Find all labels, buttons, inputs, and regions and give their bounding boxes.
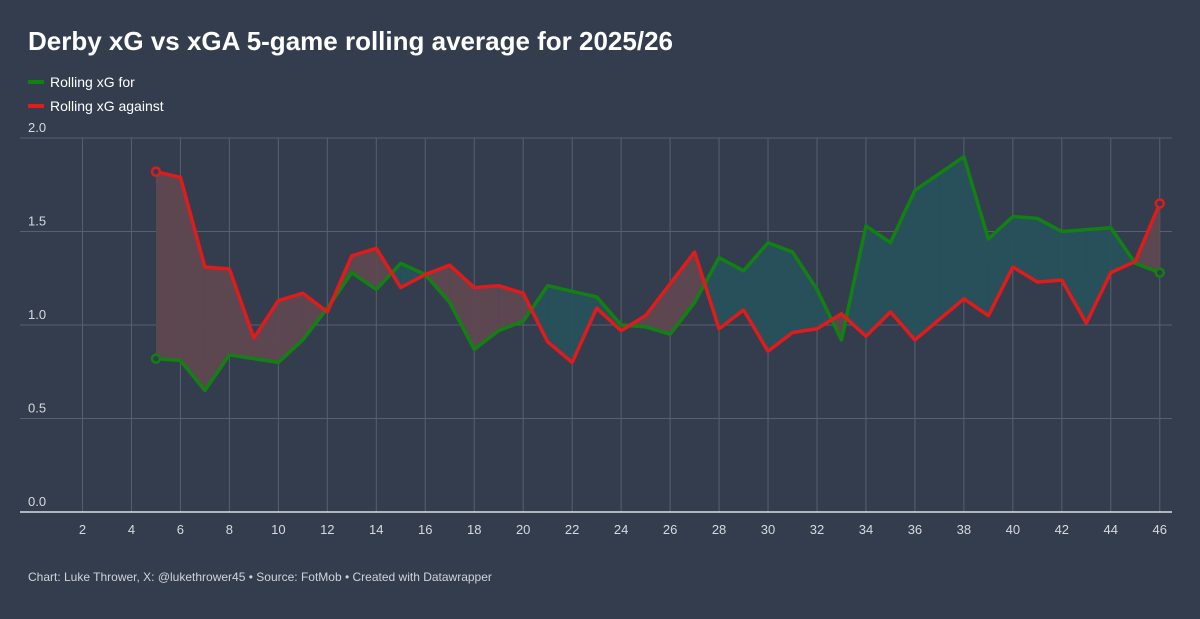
xg-for-endpoint-marker: [1154, 267, 1166, 278]
x-tick-label: 34: [859, 522, 873, 537]
x-tick-label: 22: [565, 522, 579, 537]
series-line-xg-for: [154, 154, 1162, 393]
x-tick-label: 10: [271, 522, 285, 537]
x-tick-label: 44: [1104, 522, 1118, 537]
x-tick-label: 42: [1055, 522, 1069, 537]
fill-between-area: [865, 225, 891, 337]
fill-between-area: [547, 285, 573, 363]
x-tick-label: 20: [516, 522, 530, 537]
x-tick-label: 40: [1006, 522, 1020, 537]
x-tick-label: 36: [908, 522, 922, 537]
legend-swatch-xg-against: [28, 104, 44, 108]
x-tick-label: 12: [320, 522, 334, 537]
x-tick-label: 28: [712, 522, 726, 537]
fill-between-area: [988, 216, 1013, 316]
fill-between-area: [704, 257, 720, 329]
fill-between-area: [1061, 229, 1087, 324]
y-tick-label: 0.5: [28, 401, 46, 416]
fill-between-area: [351, 248, 377, 290]
xg-against-endpoint-marker: [150, 166, 162, 177]
fill-between-area: [449, 265, 475, 350]
x-tick-label: 30: [761, 522, 775, 537]
x-tick-label: 18: [467, 522, 481, 537]
fill-between-area: [963, 156, 989, 316]
xg-against-endpoint-marker: [1154, 198, 1166, 209]
y-tick-label: 2.0: [28, 120, 46, 135]
y-tick-label: 1.0: [28, 307, 46, 322]
fill-between-area: [1037, 218, 1062, 282]
legend: Rolling xG for Rolling xG against: [28, 70, 164, 118]
fill-between-area: [890, 190, 915, 340]
legend-item-xg-against: Rolling xG against: [28, 94, 164, 118]
fill-between-area: [1012, 216, 1038, 282]
fill-between-area: [400, 263, 426, 288]
fill-between-area: [914, 173, 940, 340]
x-tick-label: 14: [369, 522, 383, 537]
fill-between-area: [719, 257, 744, 329]
y-tick-label: 0.0: [28, 494, 46, 509]
fill-between-area: [939, 156, 964, 320]
x-tick-label: 2: [79, 522, 86, 537]
x-tick-label: 16: [418, 522, 432, 537]
legend-swatch-xg-for: [28, 80, 44, 84]
fill-between-area: [376, 248, 392, 290]
y-tick-label: 1.5: [28, 214, 46, 229]
chart-title: Derby xG vs xGA 5-game rolling average f…: [28, 26, 673, 56]
legend-label-xg-for: Rolling xG for: [50, 74, 135, 90]
x-tick-label: 26: [663, 522, 677, 537]
chart-footer-credits: Chart: Luke Thrower, X: @lukethrower45 •…: [28, 570, 492, 584]
fill-between-area: [531, 285, 548, 342]
x-tick-label: 46: [1153, 522, 1167, 537]
fill-between-area: [1086, 227, 1111, 324]
series-line-xg-against: [154, 169, 1162, 365]
x-tick-label: 4: [128, 522, 135, 537]
xg-for-endpoint-marker: [150, 353, 162, 364]
fill-between-area: [743, 242, 769, 352]
x-tick-label: 32: [810, 522, 824, 537]
fill-between-area: [792, 252, 817, 333]
x-tick-label: 6: [177, 522, 184, 537]
fill-between-area: [204, 267, 230, 391]
legend-label-xg-against: Rolling xG against: [50, 98, 164, 114]
legend-item-xg-for: Rolling xG for: [28, 70, 164, 94]
fill-between-area: [645, 283, 671, 335]
fill-between-area: [768, 242, 793, 352]
fill-between-area: [253, 300, 279, 363]
fill-between-area: [180, 177, 205, 391]
x-tick-label: 8: [226, 522, 233, 537]
fill-between-area: [155, 171, 181, 361]
fill-between-area: [498, 285, 524, 331]
x-tick-label: 24: [614, 522, 628, 537]
x-tick-label: 38: [957, 522, 971, 537]
fill-between-area: [670, 252, 695, 335]
fill-between-area: [302, 293, 326, 340]
